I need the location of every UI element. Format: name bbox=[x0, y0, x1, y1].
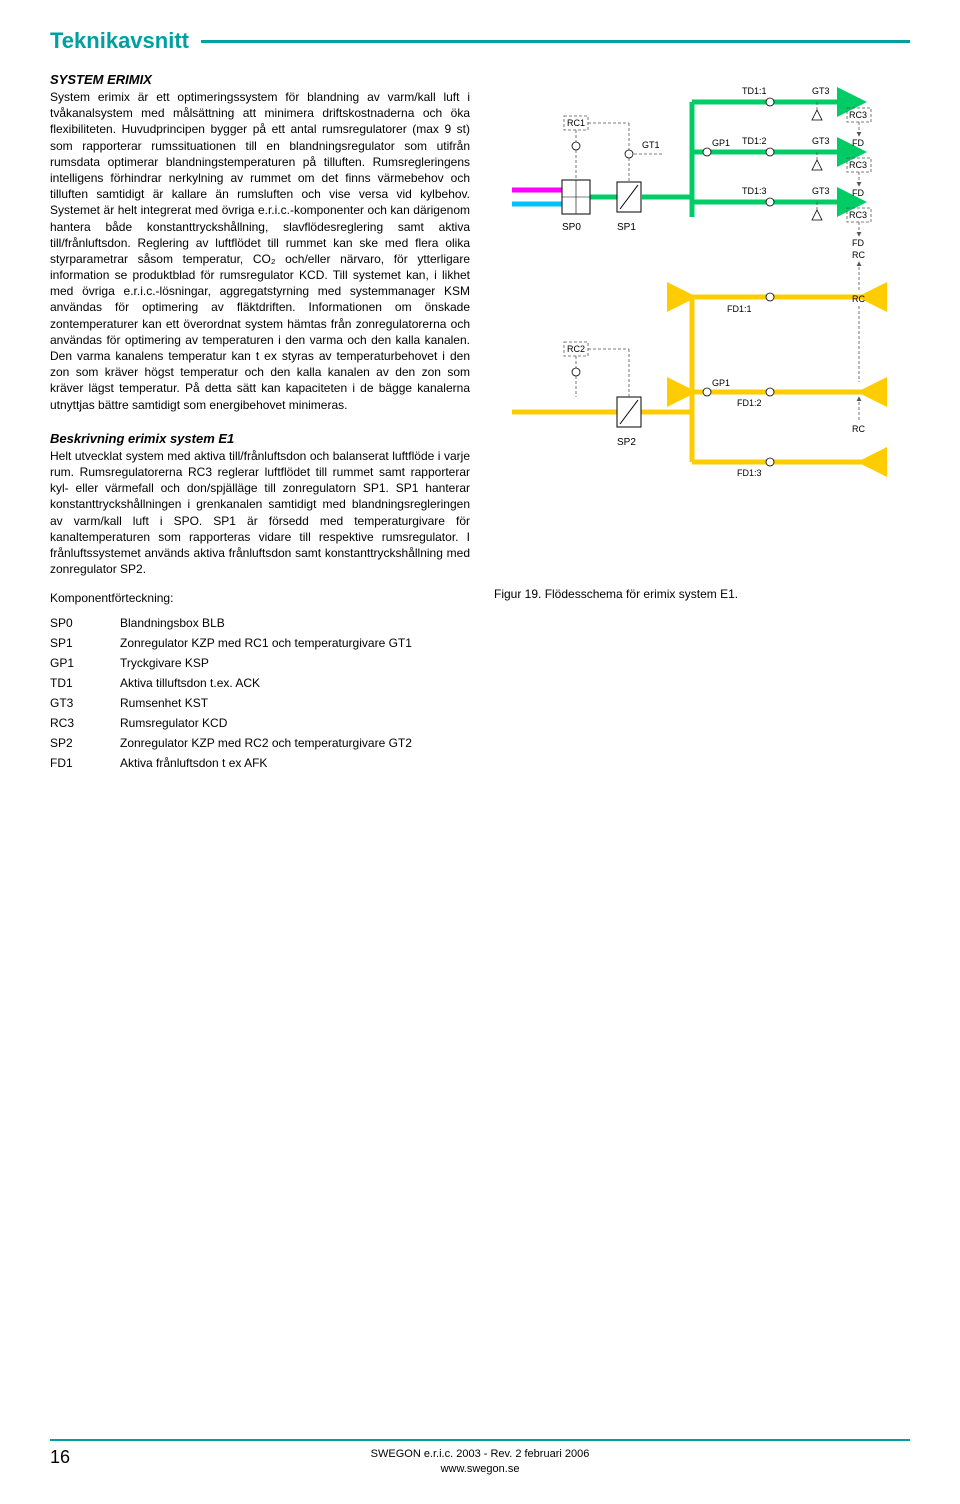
svg-text:GP1: GP1 bbox=[712, 378, 730, 388]
svg-text:GT3: GT3 bbox=[812, 86, 830, 96]
svg-text:RC3: RC3 bbox=[849, 210, 867, 220]
svg-text:RC3: RC3 bbox=[849, 160, 867, 170]
svg-text:FD1:2: FD1:2 bbox=[737, 398, 762, 408]
page-title: Teknikavsnitt bbox=[50, 28, 189, 54]
svg-text:FD1:3: FD1:3 bbox=[737, 468, 762, 478]
svg-text:FD: FD bbox=[852, 238, 864, 248]
section2-heading: Beskrivning erimix system E1 bbox=[50, 431, 470, 446]
table-row: GP1Tryckgivare KSP bbox=[50, 653, 412, 673]
svg-text:SP1: SP1 bbox=[617, 222, 636, 233]
section1-body: System erimix är ett optimeringssystem f… bbox=[50, 89, 470, 413]
table-row: TD1Aktiva tilluftsdon t.ex. ACK bbox=[50, 673, 412, 693]
svg-text:SP0: SP0 bbox=[562, 222, 581, 233]
footer-rule bbox=[50, 1439, 910, 1441]
svg-text:RC1: RC1 bbox=[567, 118, 585, 128]
table-row: RC3Rumsregulator KCD bbox=[50, 713, 412, 733]
table-row: SP0Blandningsbox BLB bbox=[50, 613, 412, 633]
svg-text:FD: FD bbox=[852, 138, 864, 148]
footer-text: SWEGON e.r.i.c. 2003 - Rev. 2 februari 2… bbox=[90, 1447, 870, 1476]
figure-caption: Figur 19. Flödesschema för erimix system… bbox=[494, 587, 910, 601]
svg-text:RC: RC bbox=[852, 294, 865, 304]
table-row: GT3Rumsenhet KST bbox=[50, 693, 412, 713]
svg-text:FD1:1: FD1:1 bbox=[727, 304, 752, 314]
svg-text:SP2: SP2 bbox=[617, 437, 636, 448]
svg-text:GT3: GT3 bbox=[812, 136, 830, 146]
svg-text:RC3: RC3 bbox=[849, 110, 867, 120]
page-footer: 16 SWEGON e.r.i.c. 2003 - Rev. 2 februar… bbox=[50, 1439, 910, 1476]
table-row: SP1Zonregulator KZP med RC1 och temperat… bbox=[50, 633, 412, 653]
svg-text:TD1:1: TD1:1 bbox=[742, 86, 767, 96]
components-table: SP0Blandningsbox BLBSP1Zonregulator KZP … bbox=[50, 613, 412, 773]
svg-text:RC: RC bbox=[852, 424, 865, 434]
svg-text:FD: FD bbox=[852, 188, 864, 198]
svg-text:GP1: GP1 bbox=[712, 138, 730, 148]
section1-heading: SYSTEM ERIMIX bbox=[50, 72, 470, 87]
svg-text:GT1: GT1 bbox=[642, 140, 660, 150]
flow-diagram: SP0 SP1 RC1 GT1 bbox=[512, 72, 892, 502]
svg-text:TD1:2: TD1:2 bbox=[742, 136, 767, 146]
svg-text:TD1:3: TD1:3 bbox=[742, 186, 767, 196]
svg-text:GT3: GT3 bbox=[812, 186, 830, 196]
svg-text:RC: RC bbox=[852, 250, 865, 260]
section2-body: Helt utvecklat system med aktiva till/fr… bbox=[50, 448, 470, 578]
table-row: SP2Zonregulator KZP med RC2 och temperat… bbox=[50, 733, 412, 753]
table-row: FD1Aktiva frånluftsdon t ex AFK bbox=[50, 753, 412, 773]
page-number: 16 bbox=[50, 1447, 90, 1468]
header-rule bbox=[201, 40, 910, 43]
components-heading: Komponentförteckning: bbox=[50, 591, 470, 605]
page-header: Teknikavsnitt bbox=[50, 0, 910, 54]
flow-diagram-svg: SP0 SP1 RC1 GT1 bbox=[512, 72, 892, 502]
svg-text:RC2: RC2 bbox=[567, 344, 585, 354]
